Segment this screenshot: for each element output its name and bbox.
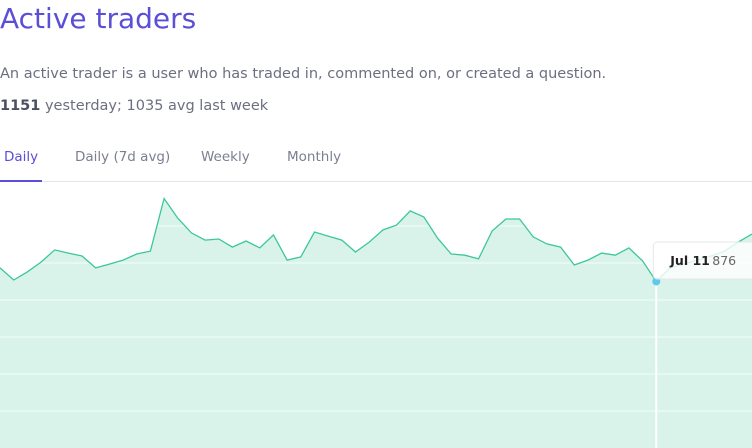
chart: Jul 11 876: [0, 196, 752, 448]
title: Active traders: [0, 2, 197, 35]
tab[interactable]: Monthly: [287, 149, 342, 165]
description: An active trader is a user who has trade…: [0, 66, 607, 82]
tooltip: Jul 11 876: [652, 241, 752, 280]
tab[interactable]: Weekly: [201, 149, 250, 165]
tab[interactable]: Daily: [0, 149, 43, 182]
tooltip-date: Jul 11: [669, 253, 710, 268]
area: [0, 198, 752, 448]
stats: 1151 yesterday; 1035 avg last week: [0, 98, 268, 114]
tooltip-value: 876: [712, 253, 736, 268]
avg-label: avg last week: [168, 98, 269, 114]
tooltip-box: [652, 241, 752, 280]
tab[interactable]: Daily (7d avg): [75, 149, 171, 165]
yesterday-value: 1151: [0, 98, 41, 114]
avg-value: 1035: [126, 98, 164, 114]
tabs: Daily Daily (7d avg) Weekly Monthly: [0, 145, 752, 182]
line: [0, 196, 752, 283]
yesterday-label: yesterday;: [44, 98, 122, 114]
